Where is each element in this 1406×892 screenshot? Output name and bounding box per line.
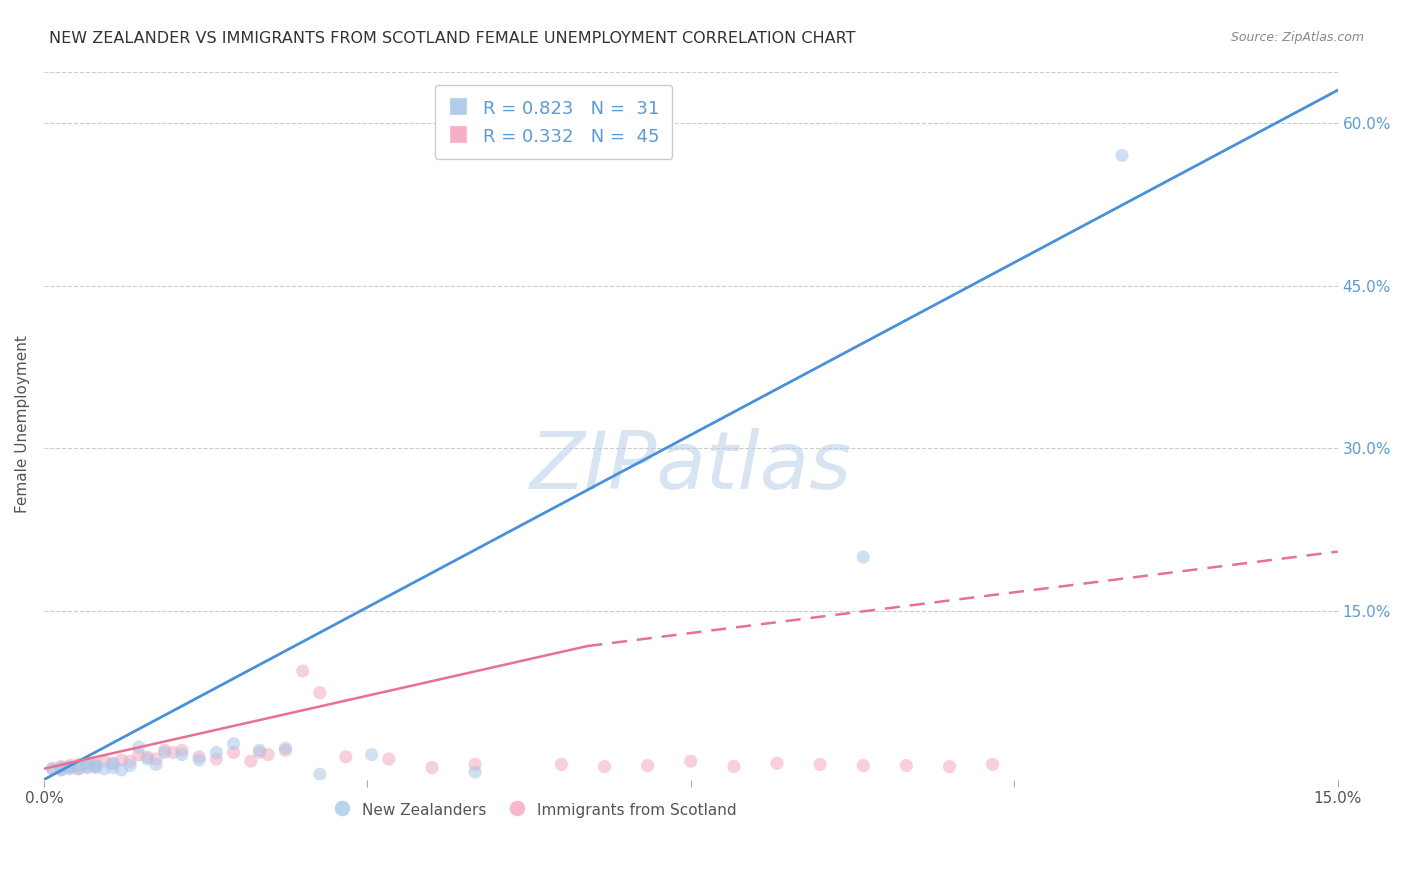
Point bbox=[49, 763, 72, 777]
Point bbox=[136, 749, 159, 764]
Point bbox=[170, 743, 193, 757]
Point bbox=[67, 762, 90, 776]
Point bbox=[145, 752, 167, 766]
Point bbox=[188, 749, 211, 764]
Text: ZIPatlas: ZIPatlas bbox=[530, 428, 852, 506]
Point bbox=[852, 549, 875, 564]
Point bbox=[360, 747, 382, 762]
Point bbox=[59, 758, 82, 772]
Point bbox=[84, 759, 107, 773]
Point bbox=[101, 761, 124, 775]
Point bbox=[76, 756, 98, 771]
Point bbox=[128, 739, 150, 754]
Point bbox=[101, 756, 124, 771]
Point bbox=[637, 758, 659, 772]
Point bbox=[896, 758, 918, 772]
Point bbox=[464, 764, 486, 779]
Point bbox=[309, 767, 332, 781]
Point bbox=[550, 757, 572, 772]
Point bbox=[76, 761, 98, 775]
Point bbox=[49, 759, 72, 773]
Point bbox=[128, 747, 150, 762]
Point bbox=[59, 761, 82, 775]
Point bbox=[291, 664, 314, 678]
Point bbox=[257, 747, 280, 762]
Y-axis label: Female Unemployment: Female Unemployment bbox=[15, 335, 30, 513]
Point bbox=[249, 746, 271, 760]
Point bbox=[162, 746, 184, 760]
Point bbox=[41, 762, 63, 776]
Point bbox=[420, 761, 443, 775]
Point bbox=[145, 757, 167, 772]
Point bbox=[101, 756, 124, 771]
Point bbox=[239, 754, 262, 768]
Point bbox=[679, 754, 702, 768]
Point bbox=[249, 743, 271, 757]
Point bbox=[153, 743, 176, 757]
Point bbox=[93, 762, 115, 776]
Legend: New Zealanders, Immigrants from Scotland: New Zealanders, Immigrants from Scotland bbox=[329, 795, 742, 825]
Point bbox=[120, 754, 142, 768]
Point bbox=[67, 757, 90, 772]
Point bbox=[170, 747, 193, 762]
Point bbox=[41, 762, 63, 776]
Point bbox=[93, 754, 115, 768]
Point bbox=[49, 761, 72, 775]
Point bbox=[335, 749, 357, 764]
Point bbox=[309, 686, 332, 700]
Point bbox=[274, 743, 297, 757]
Point bbox=[981, 757, 1004, 772]
Point bbox=[593, 759, 616, 773]
Text: Source: ZipAtlas.com: Source: ZipAtlas.com bbox=[1230, 31, 1364, 45]
Point bbox=[120, 758, 142, 772]
Point bbox=[808, 757, 831, 772]
Point bbox=[378, 752, 401, 766]
Point bbox=[110, 753, 132, 767]
Point bbox=[76, 759, 98, 773]
Point bbox=[222, 746, 245, 760]
Point bbox=[464, 757, 486, 772]
Point bbox=[274, 741, 297, 756]
Point bbox=[852, 758, 875, 772]
Point bbox=[222, 737, 245, 751]
Point bbox=[84, 757, 107, 772]
Point bbox=[1111, 148, 1133, 162]
Point bbox=[153, 746, 176, 760]
Point bbox=[49, 763, 72, 777]
Point bbox=[136, 752, 159, 766]
Text: NEW ZEALANDER VS IMMIGRANTS FROM SCOTLAND FEMALE UNEMPLOYMENT CORRELATION CHART: NEW ZEALANDER VS IMMIGRANTS FROM SCOTLAN… bbox=[49, 31, 856, 46]
Point bbox=[766, 756, 789, 771]
Point bbox=[76, 756, 98, 771]
Point bbox=[67, 758, 90, 772]
Point bbox=[110, 763, 132, 777]
Point bbox=[205, 752, 228, 766]
Point bbox=[205, 746, 228, 760]
Point bbox=[188, 753, 211, 767]
Point bbox=[938, 759, 960, 773]
Point bbox=[59, 762, 82, 776]
Point bbox=[723, 759, 745, 773]
Point bbox=[84, 758, 107, 772]
Point bbox=[84, 761, 107, 775]
Point bbox=[59, 759, 82, 773]
Point bbox=[67, 762, 90, 776]
